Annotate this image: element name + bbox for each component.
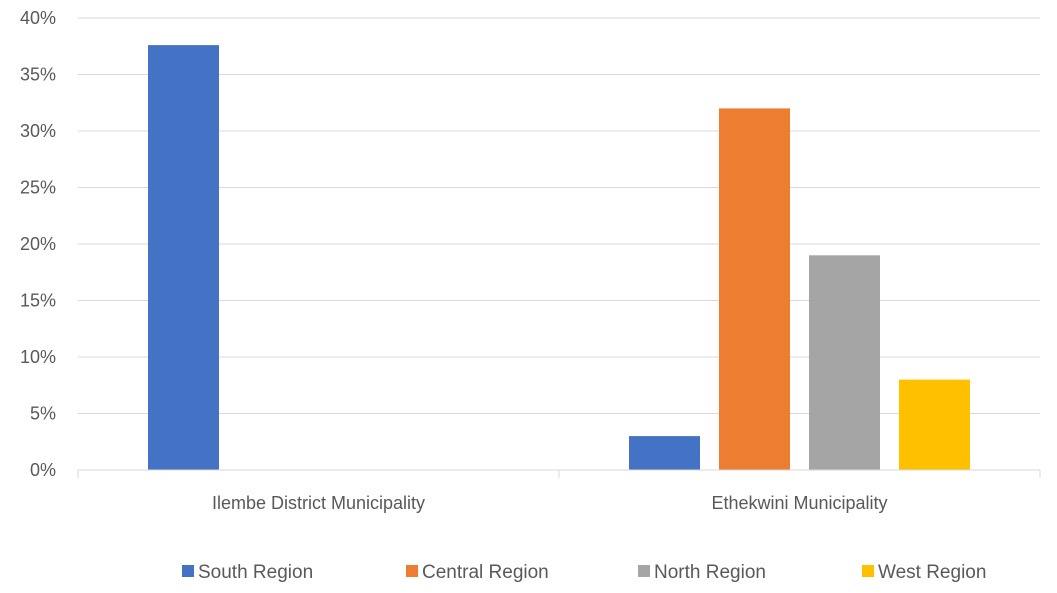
y-axis-tick-labels: 0% 5% 10% 15% 20% 25% 30% 35% 40%: [20, 8, 56, 480]
y-tick-label: 25%: [20, 178, 56, 198]
legend-label: West Region: [878, 562, 986, 583]
bar: [809, 255, 880, 470]
bar: [148, 45, 219, 471]
legend-swatch: [638, 565, 650, 577]
y-tick-label: 40%: [20, 8, 56, 28]
legend-swatch: [182, 565, 194, 577]
x-axis: [77, 469, 1041, 478]
y-tick-label: 0%: [30, 460, 56, 480]
x-category-label: Ilembe District Municipality: [212, 493, 425, 513]
bars: [148, 45, 970, 471]
category-labels: Ilembe District Municipality Ethekwini Mu…: [212, 493, 888, 513]
gridlines: [78, 17, 1040, 414]
y-tick-label: 20%: [20, 234, 56, 254]
bar: [899, 379, 970, 470]
legend-label: South Region: [198, 562, 313, 583]
legend-swatch: [406, 565, 418, 577]
y-tick-label: 30%: [20, 121, 56, 141]
legend-label: North Region: [654, 562, 766, 583]
bar: [719, 108, 790, 471]
y-tick-label: 15%: [20, 291, 56, 311]
legend-label: Central Region: [422, 562, 549, 583]
bar: [629, 436, 700, 470]
y-tick-label: 5%: [30, 404, 56, 424]
x-category-label: Ethekwini Municipality: [711, 493, 887, 513]
legend-swatch: [862, 565, 874, 577]
y-tick-label: 35%: [20, 65, 56, 85]
legend: South Region Central Region North Region We…: [182, 562, 986, 583]
y-tick-label: 10%: [20, 347, 56, 367]
